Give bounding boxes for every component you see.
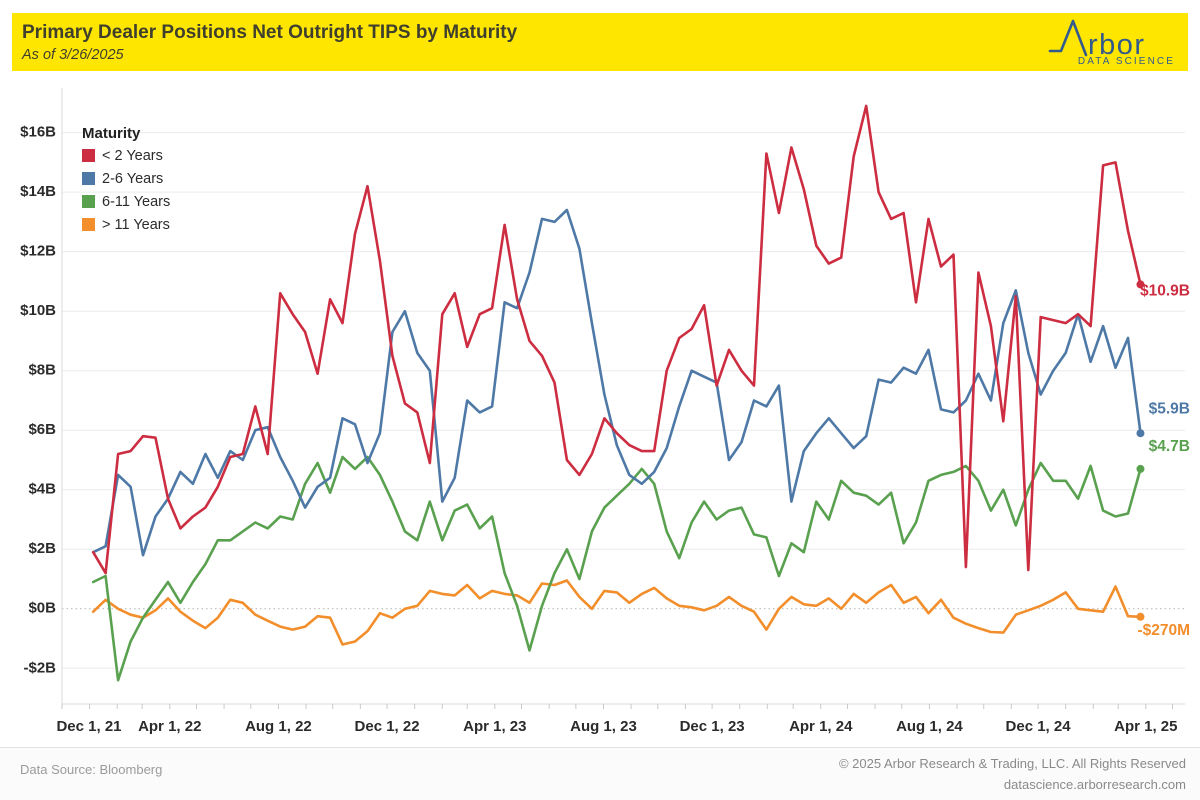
x-axis-tick-label: Dec 1, 24 <box>1006 718 1072 735</box>
x-axis-tick-label: Apr 1, 23 <box>463 718 526 735</box>
logo-name: rbor <box>1088 29 1146 61</box>
y-axis-tick-label: $12B <box>20 243 56 260</box>
legend-item-label[interactable]: 2-6 Years <box>102 171 163 187</box>
x-axis-tick-label: Dec 1, 21 <box>56 718 121 735</box>
legend-item-label[interactable]: 6-11 Years <box>102 194 170 210</box>
arbor-logo: rbor DATA SCIENCE <box>1046 14 1178 71</box>
series-line--11-years[interactable] <box>91 579 1142 646</box>
series-end-value-label: $10.9B <box>1140 282 1190 299</box>
y-axis-tick-label: $4B <box>28 481 56 498</box>
x-axis-tick-label: Dec 1, 22 <box>355 718 420 735</box>
y-axis-tick-label: $8B <box>28 362 56 379</box>
legend-item-label[interactable]: < 2 Years <box>102 148 163 164</box>
y-axis-tick-label: -$2B <box>23 659 56 676</box>
series-end-value-label: $4.7B <box>1149 438 1190 455</box>
x-axis-tick-label: Apr 1, 25 <box>1114 718 1177 735</box>
y-axis-tick-label: $16B <box>20 124 56 141</box>
series-line-6-11-years[interactable] <box>91 455 1142 682</box>
page-subtitle: As of 3/26/2025 <box>22 46 124 63</box>
series-end-dot <box>1136 612 1145 621</box>
legend-title: Maturity <box>82 125 141 142</box>
y-axis-tick-label: $6B <box>28 421 56 438</box>
logo-subtext: DATA SCIENCE <box>1078 56 1175 66</box>
y-axis-tick-label: $0B <box>28 600 56 617</box>
arbor-logo-icon: rbor DATA SCIENCE <box>1048 19 1175 67</box>
x-axis-tick-label: Aug 1, 24 <box>896 718 963 735</box>
header-banner: Primary Dealer Positions Net Outright TI… <box>12 13 1188 71</box>
y-axis-tick-label: $14B <box>20 183 56 200</box>
series-end-dot <box>1136 464 1145 473</box>
page-title: Primary Dealer Positions Net Outright TI… <box>22 22 518 44</box>
legend-item-label[interactable]: > 11 Years <box>102 217 170 233</box>
legend-swatch-2[interactable] <box>82 172 95 185</box>
series-line--2-years[interactable] <box>91 104 1142 575</box>
series-end-dot <box>1136 429 1145 438</box>
copyright-block: © 2025 Arbor Research & Trading, LLC. Al… <box>839 753 1186 796</box>
series-end-value-label: -$270M <box>1137 622 1190 639</box>
copyright-text: © 2025 Arbor Research & Trading, LLC. Al… <box>838 756 1186 771</box>
website-link[interactable]: datascience.arborresearch.com <box>1003 777 1186 793</box>
series-end-value-label: $5.9B <box>1149 400 1190 417</box>
tips-maturity-line-chart[interactable]: $16B $14B $12B $10B $8B $6B $4B $2B $0B -$2B Dec 1… <box>0 72 1200 748</box>
legend-swatch-1[interactable] <box>82 149 95 162</box>
series-end-dot <box>1136 280 1145 289</box>
logo-peak-icon <box>1048 19 1088 56</box>
legend-swatch-4[interactable] <box>82 218 95 231</box>
data-source-note: Data Source: Bloomberg <box>20 762 163 777</box>
footer: Data Source: Bloomberg © 2025 Arbor Rese… <box>0 747 1200 800</box>
x-axis-tick-label: Aug 1, 23 <box>570 718 637 735</box>
series-line-2-6-years[interactable] <box>91 208 1142 557</box>
x-axis-tick-label: Dec 1, 23 <box>680 718 745 735</box>
y-axis-tick-label: $2B <box>28 540 56 557</box>
y-axis-tick-label: $10B <box>20 302 56 319</box>
legend-swatch-3[interactable] <box>82 195 95 208</box>
x-axis-tick-label: Apr 1, 22 <box>138 718 201 735</box>
x-axis-tick-label: Apr 1, 24 <box>789 718 853 735</box>
x-axis-tick-label: Aug 1, 22 <box>245 718 312 735</box>
